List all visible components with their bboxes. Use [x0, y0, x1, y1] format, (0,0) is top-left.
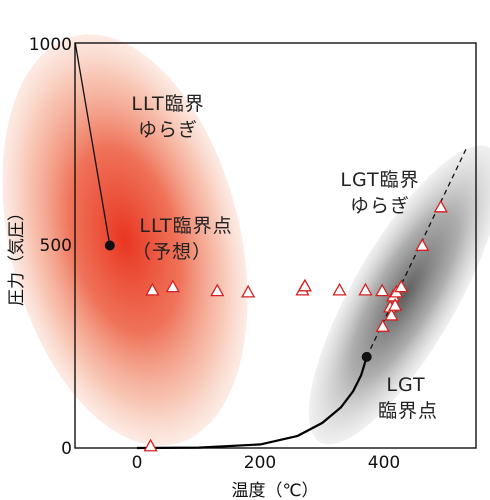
triangle-marker-17 — [415, 238, 430, 251]
triangle-marker-11 — [384, 307, 399, 321]
triangle-marker-4 — [241, 284, 256, 298]
triangle-marker-16 — [375, 319, 390, 332]
triangle-marker-2 — [165, 279, 180, 293]
y-tick-label-0: 0 — [61, 439, 72, 459]
triangle-marker-9 — [375, 283, 390, 297]
triangle-marker-0 — [143, 438, 158, 452]
triangle-marker-8 — [358, 282, 373, 296]
triangle-marker-18 — [433, 199, 448, 213]
lgt-coexistence-curve — [136, 356, 368, 450]
x-tick-label-200: 200 — [244, 453, 276, 473]
llt-pointer-line — [74, 42, 111, 246]
llt-point-label-line2: （予想） — [132, 241, 212, 263]
triangle-marker-1 — [145, 282, 160, 296]
lgt-point-label-line1: LGT — [386, 374, 425, 396]
x-tick-label-0: 0 — [132, 453, 143, 473]
llt-fluctuation-label-line2: ゆらぎ — [138, 119, 198, 141]
x-tick-label-400: 400 — [368, 453, 400, 473]
lgt-point-label-line2: 臨界点 — [378, 400, 438, 422]
llt-fluctuation-region — [2, 34, 248, 446]
data-layer — [74, 42, 468, 452]
triangle-marker-7 — [332, 282, 347, 296]
llt-critical-point — [104, 240, 115, 251]
lgt-critical-point — [361, 351, 372, 362]
lgt-fluctuation-label-line1: LGT臨界 — [340, 169, 419, 191]
lgt-fluctuation-label-line2: ゆらぎ — [350, 195, 410, 217]
triangle-marker-6 — [297, 278, 313, 292]
llt-point-label-line1: LLT臨界点 — [139, 215, 232, 237]
y-axis-title: 圧力（気圧） — [7, 204, 27, 306]
y-tick-label-1000: 1000 — [29, 35, 72, 55]
llt-fluctuation-label-line1: LLT臨界 — [131, 93, 204, 115]
triangle-marker-15 — [394, 279, 409, 293]
lgt-fluctuation-region — [308, 145, 490, 445]
y-tick-label-500: 500 — [40, 236, 72, 256]
x-axis-title: 温度（℃） — [231, 481, 318, 500]
triangle-marker-13 — [388, 298, 403, 311]
plot-frame — [74, 42, 477, 449]
triangle-marker-3 — [210, 283, 225, 297]
